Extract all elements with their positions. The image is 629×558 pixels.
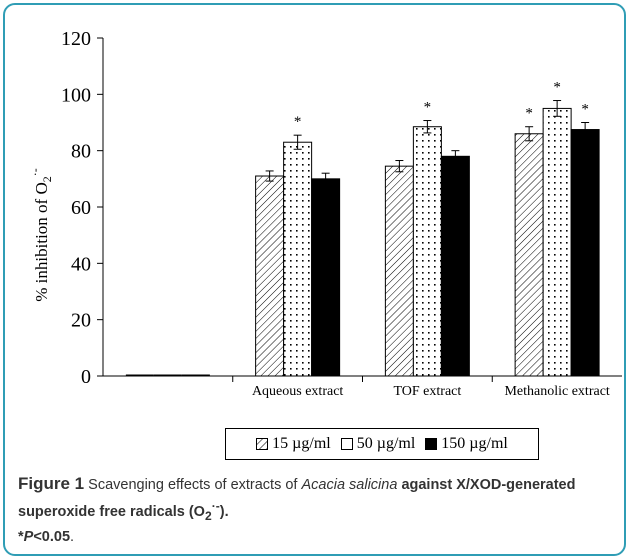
legend-swatch-white [340, 438, 353, 450]
legend-swatch-black [425, 438, 438, 450]
caption-species: Acacia salicina [301, 477, 398, 493]
y-tick-label: 120 [61, 28, 91, 50]
significance-asterisk: * [424, 100, 432, 116]
chart-legend: 15 µg/ml 50 µg/ml 150 µg/ml [225, 428, 539, 460]
legend-item-50: 50 µg/ml [340, 435, 416, 453]
bar [384, 165, 414, 377]
bar [283, 141, 313, 377]
legend-label-15: 15 µg/ml [272, 435, 331, 452]
bar [255, 175, 285, 377]
caption-figure-number: Figure 1 [18, 474, 85, 493]
y-tick-label: 0 [81, 366, 91, 388]
significance-asterisk: * [553, 80, 561, 96]
caption-text-1: Scavenging effects of extracts of [88, 477, 298, 493]
legend-label-50: 50 µg/ml [356, 435, 416, 452]
y-tick-label: 80 [71, 141, 91, 163]
x-tick-label: Aqueous extract [252, 384, 343, 399]
bar [412, 126, 442, 377]
significance-asterisk: * [525, 106, 533, 122]
caption-line-2: against X/XOD-generated superoxide free … [18, 477, 576, 523]
legend-swatch-hatch [256, 438, 269, 450]
y-axis-label: % inhibition of O2·- [28, 168, 54, 301]
bar-chart: 0 20 40 60 80 100 120 Aqueous extract TOF extrac… [28, 28, 622, 399]
legend-item-150: 150 µg/ml [425, 435, 508, 453]
y-tick-label: 20 [71, 310, 91, 332]
bar [570, 129, 600, 377]
bar [542, 107, 572, 377]
figure-caption: Figure 1 Scavenging effects of extracts … [18, 474, 576, 545]
legend-item-15: 15 µg/ml [256, 435, 331, 453]
x-tick-label: TOF extract [393, 384, 461, 399]
bar [514, 133, 544, 377]
significance-asterisk: * [294, 114, 302, 130]
chart-axes: 0 20 40 60 80 100 120 Aqueous extract TOF extrac… [61, 28, 622, 399]
bar [440, 155, 470, 377]
significance-asterisk: * [581, 102, 589, 118]
y-tick-label: 40 [71, 253, 91, 275]
legend-label-150: 150 µg/ml [441, 435, 508, 452]
caption-pvalue: *P<0.05 [18, 528, 71, 545]
chart-bars: * * * * * [125, 80, 600, 377]
y-tick-label: 60 [71, 197, 91, 219]
y-tick-label: 100 [61, 84, 91, 106]
x-tick-label: Methanolic extract [504, 384, 609, 399]
bar [311, 178, 341, 377]
